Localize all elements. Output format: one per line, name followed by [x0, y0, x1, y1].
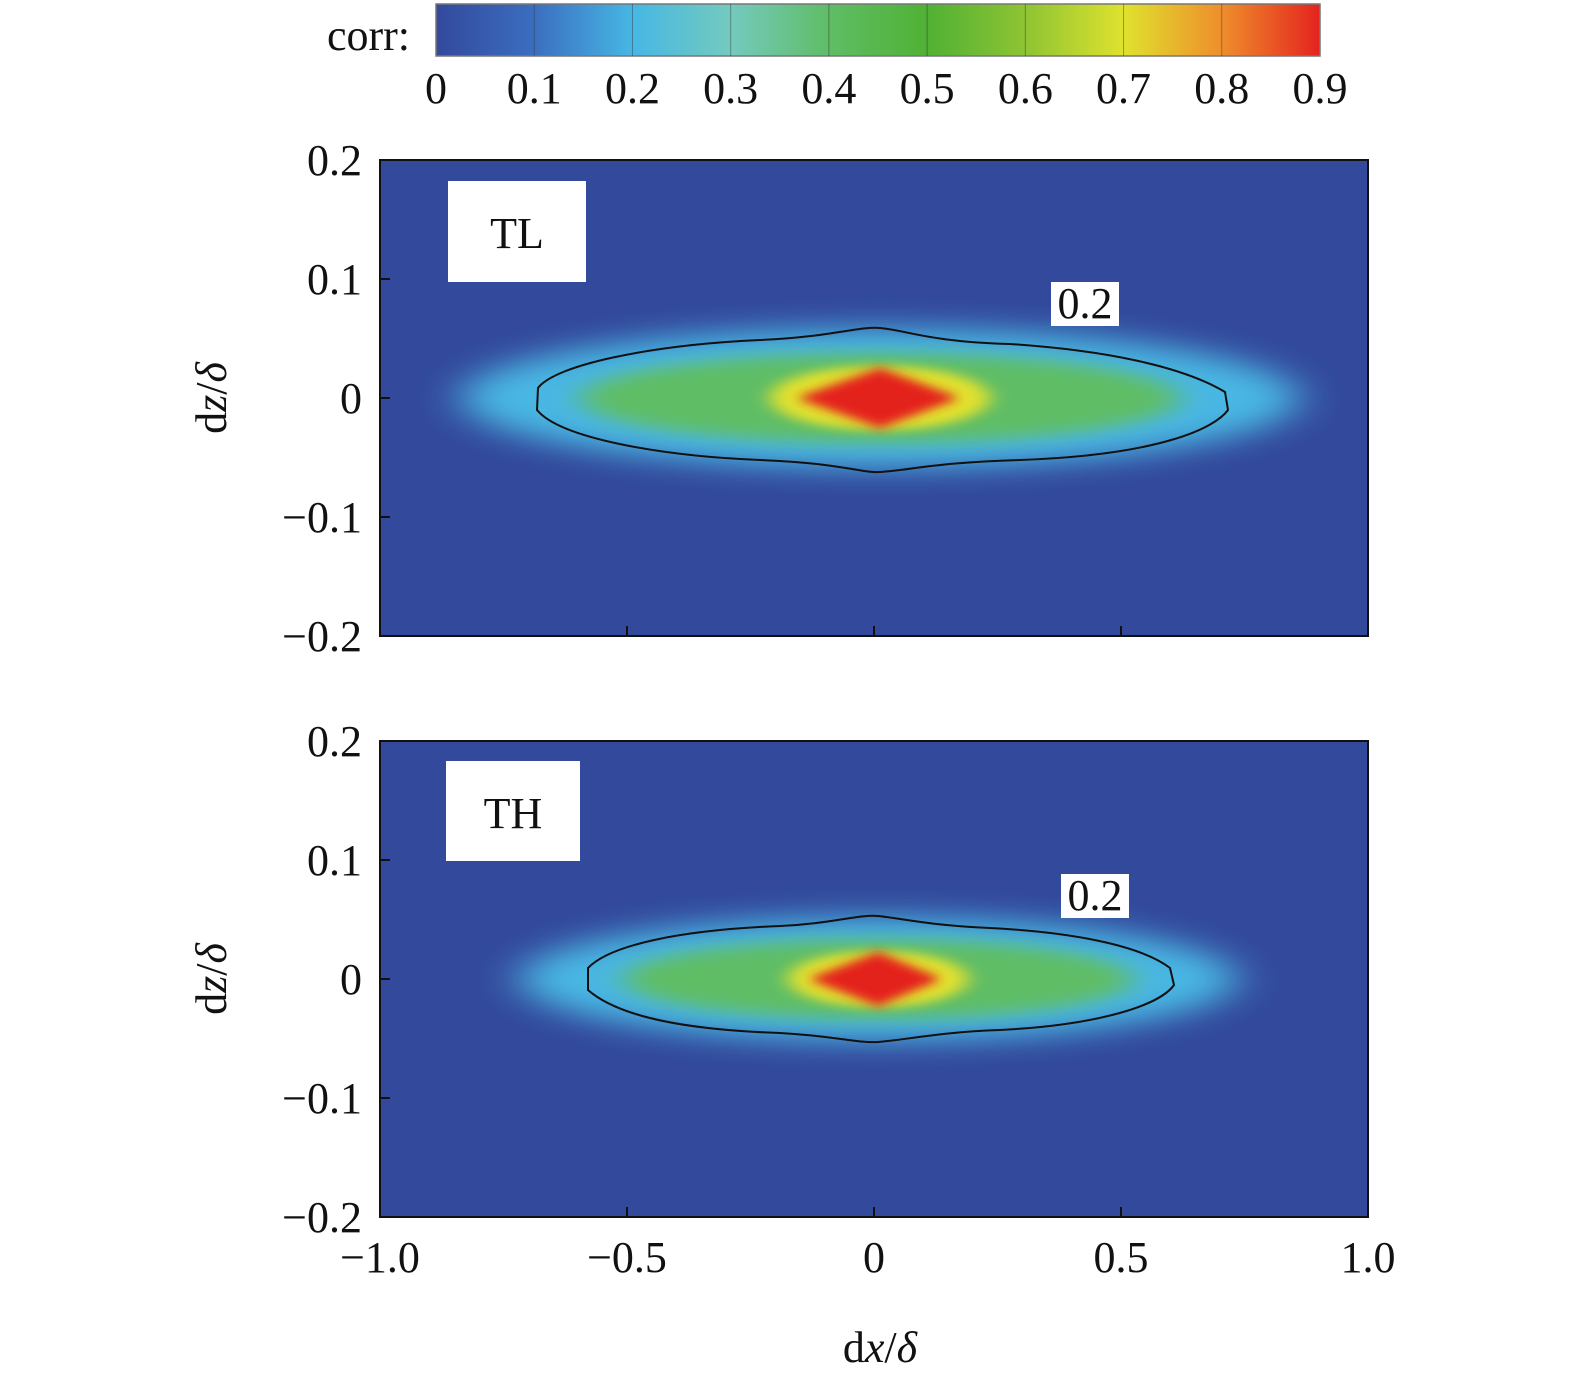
x-tick-label: −1.0	[340, 1233, 420, 1282]
contour-line	[535, 326, 1230, 474]
x-tick-label: −0.5	[587, 1233, 667, 1282]
colorbar-tick-label: 0.7	[1096, 64, 1151, 113]
colorbar-tick-label: 0.6	[998, 64, 1053, 113]
x-tick-label: 1.0	[1341, 1233, 1396, 1282]
field-peak	[808, 952, 942, 1006]
colorbar-tick-label: 0.1	[507, 64, 562, 113]
colorbar-frame	[435, 3, 1321, 57]
y-tick-label: −0.1	[282, 493, 362, 542]
y-tick-label: −0.2	[282, 1193, 362, 1242]
panel-tl: TL 0.2 0.2 0.1 0 −0.1 −0.2 dz/δ	[187, 136, 1369, 661]
y-axis-label: dz/δ	[187, 361, 236, 434]
x-tick-label: 0.5	[1094, 1233, 1149, 1282]
colorbar-gradient	[436, 4, 1320, 56]
contour-label-box	[1061, 874, 1129, 918]
y-tick-label: −0.2	[282, 612, 362, 661]
colorbar-tick-label: 0.9	[1293, 64, 1348, 113]
x-ticks	[626, 1207, 1122, 1217]
panel-label-box	[446, 761, 580, 861]
panel-label: TH	[484, 789, 543, 838]
y-ticks: 0.2 0.1 0 −0.1 −0.2	[282, 717, 390, 1242]
colorbar-label: corr:	[327, 11, 410, 60]
panel-label-box	[448, 181, 586, 282]
y-tick-label: 0	[340, 374, 362, 423]
colorbar-ticks: 0 0.1 0.2 0.3 0.4 0.5 0.6 0.7 0.8 0.9	[425, 4, 1348, 113]
colorbar-tick-label: 0.4	[801, 64, 856, 113]
x-ticks	[626, 626, 1122, 636]
field-peak	[796, 368, 960, 428]
colorbar-tick-label: 0.3	[703, 64, 758, 113]
y-tick-label: 0.1	[307, 255, 362, 304]
y-tick-label: 0	[340, 955, 362, 1004]
x-axis-label: dx/δ	[843, 1323, 919, 1372]
y-ticks: 0.2 0.1 0 −0.1 −0.2	[282, 136, 390, 661]
contour-label: 0.2	[1068, 871, 1123, 920]
y-tick-label: 0.1	[307, 836, 362, 885]
contour-label: 0.2	[1058, 279, 1113, 328]
colorbar: corr: 0 0.1 0.2 0.3 0.4 0.5 0.6 0.7 0.8 0.9	[327, 3, 1348, 113]
y-tick-label: −0.1	[282, 1074, 362, 1123]
colorbar-tick-label: 0.2	[605, 64, 660, 113]
x-tick-labels: −1.0 −0.5 0 0.5 1.0	[340, 1233, 1395, 1282]
colorbar-tick-label: 0.8	[1194, 64, 1249, 113]
contour-line	[587, 914, 1176, 1044]
y-axis-label: dz/δ	[187, 942, 236, 1015]
contour-label-box	[1051, 282, 1119, 326]
colorbar-tick-label: 0	[425, 64, 447, 113]
colorbar-tick-label: 0.5	[900, 64, 955, 113]
y-tick-label: 0.2	[307, 717, 362, 766]
y-tick-label: 0.2	[307, 136, 362, 185]
panel-label: TL	[490, 209, 544, 258]
panel-th: TH 0.2 0.2 0.1 0 −0.1 −0.2 dz/δ	[187, 717, 1369, 1242]
x-tick-label: 0	[863, 1233, 885, 1282]
